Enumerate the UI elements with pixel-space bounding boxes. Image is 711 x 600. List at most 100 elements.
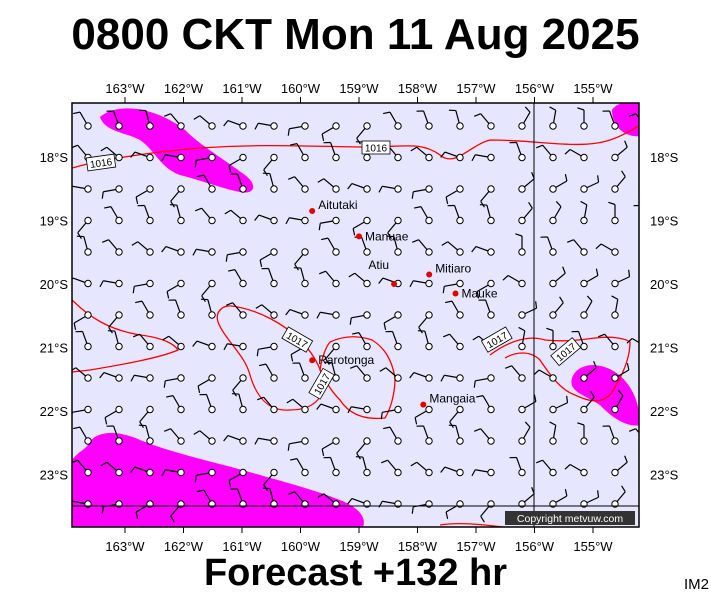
wind-barb <box>285 216 309 225</box>
wind-barb <box>73 111 92 130</box>
wind-barb <box>139 405 154 429</box>
wind-barb <box>104 206 123 225</box>
wind-barb <box>255 304 278 319</box>
wind-barb <box>440 466 464 477</box>
wind-barb <box>316 311 340 319</box>
lon-label-top: 155°W <box>573 81 613 96</box>
wind-barb <box>476 395 495 414</box>
wind-barb <box>73 426 92 445</box>
wind-barb <box>509 456 526 477</box>
wind-barb <box>577 107 588 130</box>
wind-barb <box>192 340 216 351</box>
island-marker <box>309 207 316 214</box>
wind-barb <box>611 363 630 382</box>
wind-barb <box>549 174 568 193</box>
lon-label-top: 163°W <box>105 81 145 96</box>
lat-label-right: 19°S <box>650 214 679 229</box>
lon-label-top: 156°W <box>515 81 555 96</box>
wind-barb <box>442 279 464 294</box>
wind-barb <box>447 204 464 225</box>
wind-barb <box>290 458 309 477</box>
lon-label-top: 158°W <box>398 81 438 96</box>
island-label: Atiu <box>368 258 389 272</box>
wind-barb <box>643 235 658 255</box>
wind-barb <box>138 424 154 445</box>
wind-barb <box>441 241 464 256</box>
wind-barb <box>259 248 278 267</box>
wind-barb <box>549 296 564 319</box>
wind-barb <box>226 302 247 319</box>
wind-barb <box>580 361 597 382</box>
wind-barb <box>440 374 464 382</box>
wind-barb <box>72 185 92 193</box>
wind-barb <box>445 185 464 204</box>
island-label: Mitiaro <box>435 261 471 275</box>
island-marker <box>452 290 459 297</box>
wind-barb <box>440 151 464 162</box>
wind-barb <box>72 277 92 288</box>
wind-barb <box>231 393 247 414</box>
wind-barb <box>448 424 464 445</box>
wind-barb <box>443 333 464 351</box>
wind-barb <box>411 185 433 199</box>
island-label: Mauke <box>462 287 498 301</box>
wind-barb <box>639 297 649 318</box>
wind-barb <box>288 176 309 193</box>
isobar-1017-south <box>319 336 396 420</box>
island-label: Aitutaki <box>318 198 357 212</box>
wind-barb <box>254 214 278 225</box>
wind-barb <box>263 153 278 177</box>
wind-barb <box>166 395 185 414</box>
wind-barb <box>323 141 340 162</box>
wind-barb <box>162 335 185 351</box>
wind-barb <box>502 274 526 288</box>
wind-barb <box>449 405 464 429</box>
island-label: Mangaia <box>429 392 475 406</box>
lon-label-top: 162°W <box>164 81 204 96</box>
map-frame <box>71 102 640 528</box>
wind-barb <box>352 216 371 236</box>
lon-label-bottom: 156°W <box>515 539 555 554</box>
wind-barb <box>347 405 371 414</box>
wind-barb <box>200 298 216 319</box>
wind-barb <box>580 295 593 319</box>
wind-barb <box>102 239 123 256</box>
lon-label-bottom: 157°W <box>456 539 496 554</box>
lon-label-top: 160°W <box>281 81 321 96</box>
wind-barb <box>611 140 628 162</box>
wind-barb <box>169 204 185 225</box>
wind-barb <box>197 374 216 393</box>
wind-barb <box>106 425 123 445</box>
wind-barb <box>567 239 588 256</box>
wind-barb <box>381 459 402 477</box>
wind-barb <box>549 395 569 414</box>
wind-barb <box>602 425 619 445</box>
wind-barb <box>549 106 557 130</box>
wind-barb <box>633 204 639 207</box>
wind-barb <box>73 311 92 330</box>
wind-barb <box>292 362 309 382</box>
wind-barb <box>643 170 654 192</box>
rain-area-east <box>571 365 639 426</box>
copyright-box: Copyright metvuw.com <box>505 511 635 525</box>
wind-barb <box>254 437 278 445</box>
wind-barb <box>474 428 495 445</box>
wind-barb <box>285 308 309 319</box>
wind-barb <box>223 434 247 445</box>
wind-barb <box>170 185 185 208</box>
lat-label-left: 21°S <box>40 341 69 356</box>
wind-barb <box>72 500 92 508</box>
lat-label-left: 22°S <box>40 404 69 419</box>
wind-barb <box>319 270 340 288</box>
wind-barb <box>505 365 526 382</box>
wind-barb <box>223 119 247 130</box>
wind-barb <box>379 367 402 382</box>
wind-barb <box>356 122 371 145</box>
wind-barb <box>471 468 495 477</box>
wind-barb <box>643 390 650 412</box>
wind-barb <box>108 311 123 334</box>
wind-barb <box>643 364 661 381</box>
wind-barb <box>263 468 278 492</box>
wind-barb <box>611 269 631 288</box>
